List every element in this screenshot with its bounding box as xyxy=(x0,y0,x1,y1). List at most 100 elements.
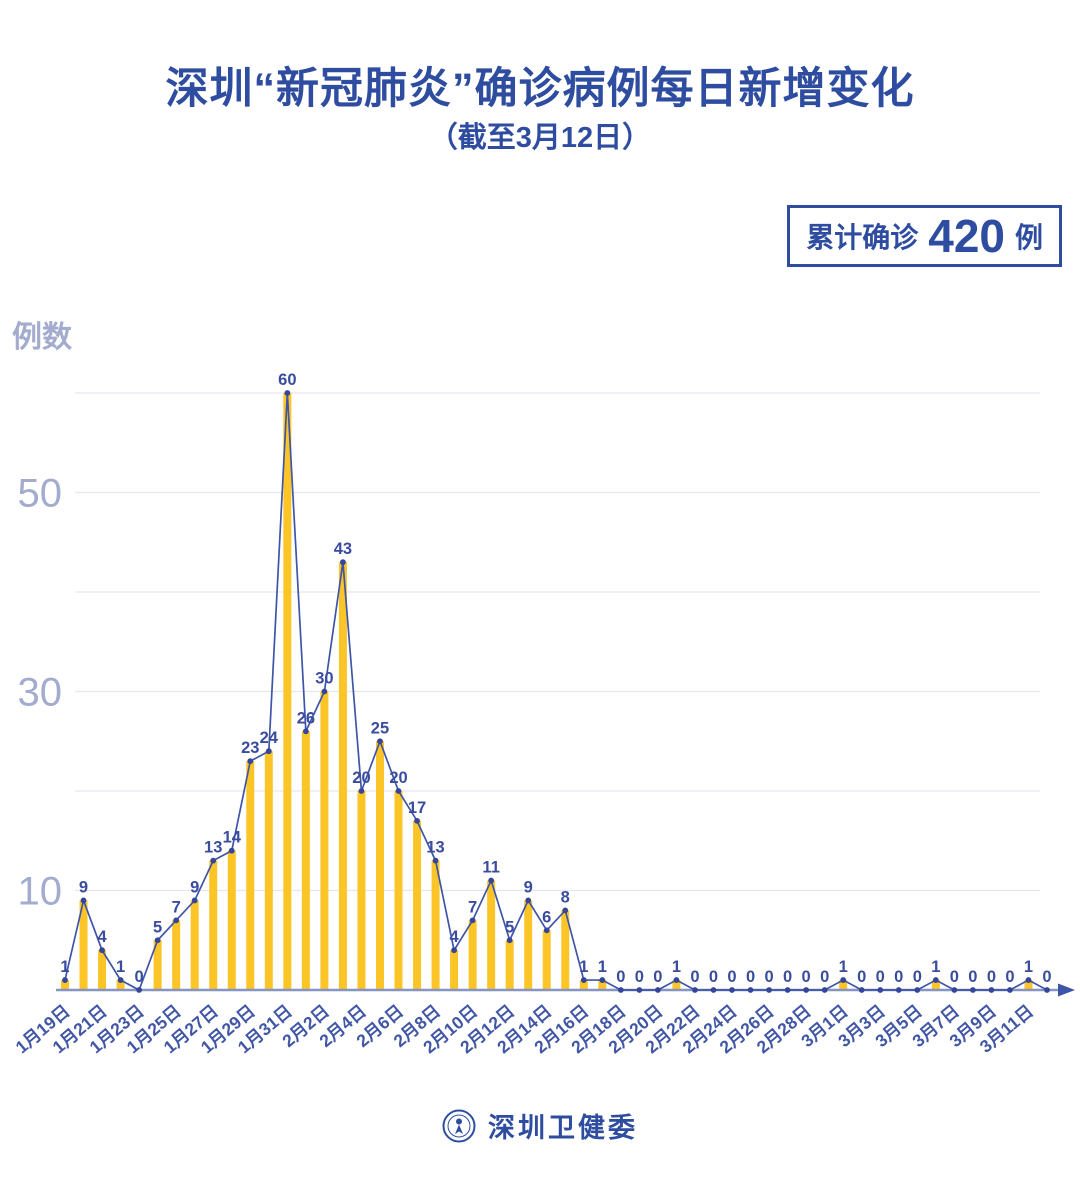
data-point xyxy=(525,897,532,904)
bar xyxy=(413,820,422,990)
data-point xyxy=(432,857,439,864)
value-label: 0 xyxy=(616,968,625,986)
data-point xyxy=(99,947,105,954)
data-point xyxy=(562,907,569,914)
value-label: 0 xyxy=(690,968,699,986)
value-label: 60 xyxy=(278,371,296,389)
value-label: 17 xyxy=(408,799,426,817)
value-label: 6 xyxy=(542,908,551,926)
value-label: 0 xyxy=(820,968,829,986)
bar xyxy=(450,950,459,990)
bar xyxy=(1024,980,1033,990)
data-point xyxy=(914,987,921,993)
value-label: 0 xyxy=(987,968,996,986)
data-point xyxy=(302,728,309,735)
data-point xyxy=(951,987,958,993)
page-subtitle: （截至3月12日） xyxy=(428,122,652,154)
value-label: 9 xyxy=(190,878,199,896)
value-label: 13 xyxy=(426,839,444,857)
value-label: 0 xyxy=(727,968,736,986)
value-label: 23 xyxy=(241,739,259,757)
data-point xyxy=(173,917,180,924)
value-label: 1 xyxy=(60,958,69,976)
value-label: 0 xyxy=(709,968,718,986)
badge-unit: 例 xyxy=(1014,222,1043,253)
bar xyxy=(505,940,514,990)
value-label: 1 xyxy=(579,958,588,976)
value-label: 8 xyxy=(561,888,570,906)
data-point xyxy=(191,897,198,904)
bar xyxy=(672,980,681,990)
bar xyxy=(301,731,310,990)
value-label: 0 xyxy=(746,968,755,986)
data-point xyxy=(1044,987,1050,993)
bar xyxy=(839,980,848,990)
bar xyxy=(931,980,940,990)
axis-arrow-icon xyxy=(1058,983,1075,997)
footer: 深圳卫健委 xyxy=(0,1106,1080,1145)
data-point xyxy=(62,977,68,983)
badge-label: 累计确诊 xyxy=(806,222,919,253)
data-point xyxy=(673,977,680,983)
data-point xyxy=(821,987,828,993)
data-point xyxy=(692,987,698,993)
value-label: 24 xyxy=(260,729,279,747)
bar xyxy=(357,791,366,990)
value-label: 5 xyxy=(153,918,162,936)
bar xyxy=(542,930,551,990)
data-point xyxy=(154,937,161,944)
data-point xyxy=(803,987,810,993)
bar xyxy=(394,791,403,990)
y-tick-label: 50 xyxy=(18,472,63,516)
data-point xyxy=(284,390,291,396)
data-point xyxy=(729,987,735,993)
data-point xyxy=(988,987,995,993)
bar xyxy=(320,691,329,990)
value-label: 0 xyxy=(857,968,866,986)
bar xyxy=(116,980,125,990)
bar xyxy=(227,850,236,990)
data-point xyxy=(766,987,772,993)
data-point xyxy=(580,977,587,983)
bar xyxy=(431,860,440,990)
value-label: 26 xyxy=(297,709,315,727)
value-label: 0 xyxy=(764,968,773,986)
badge-value: 420 xyxy=(928,210,1005,262)
data-point xyxy=(488,877,495,884)
bar xyxy=(172,920,181,990)
value-label: 13 xyxy=(204,839,222,857)
data-point xyxy=(506,937,513,944)
bar xyxy=(487,880,496,990)
bar xyxy=(524,900,533,990)
value-label: 0 xyxy=(968,968,977,986)
value-label: 9 xyxy=(79,878,88,896)
data-point xyxy=(228,847,235,854)
data-point xyxy=(358,788,365,794)
data-point xyxy=(895,987,902,993)
bar xyxy=(209,860,218,990)
y-tick-label: 30 xyxy=(18,671,63,715)
bar xyxy=(61,980,69,990)
cumulative-total-badge: 累计确诊 420 例 xyxy=(787,205,1062,267)
value-label: 5 xyxy=(505,918,514,936)
value-label: 0 xyxy=(894,968,903,986)
data-point xyxy=(599,977,606,983)
value-label: 0 xyxy=(135,968,144,986)
data-point xyxy=(377,738,383,745)
value-label: 1 xyxy=(116,958,125,976)
data-point xyxy=(395,788,402,794)
data-point xyxy=(451,947,457,954)
bar xyxy=(375,741,384,990)
value-label: 1 xyxy=(1024,958,1033,976)
data-point xyxy=(969,987,976,993)
bar xyxy=(283,393,292,990)
data-point xyxy=(784,987,791,993)
bar xyxy=(190,900,199,990)
daily-new-cases-chart: 5030101941057913142324602630432025201713… xyxy=(12,371,1075,1057)
bar xyxy=(561,910,570,990)
value-label: 0 xyxy=(635,968,644,986)
bar xyxy=(579,980,588,990)
value-label: 30 xyxy=(315,670,333,688)
bar xyxy=(246,761,255,990)
